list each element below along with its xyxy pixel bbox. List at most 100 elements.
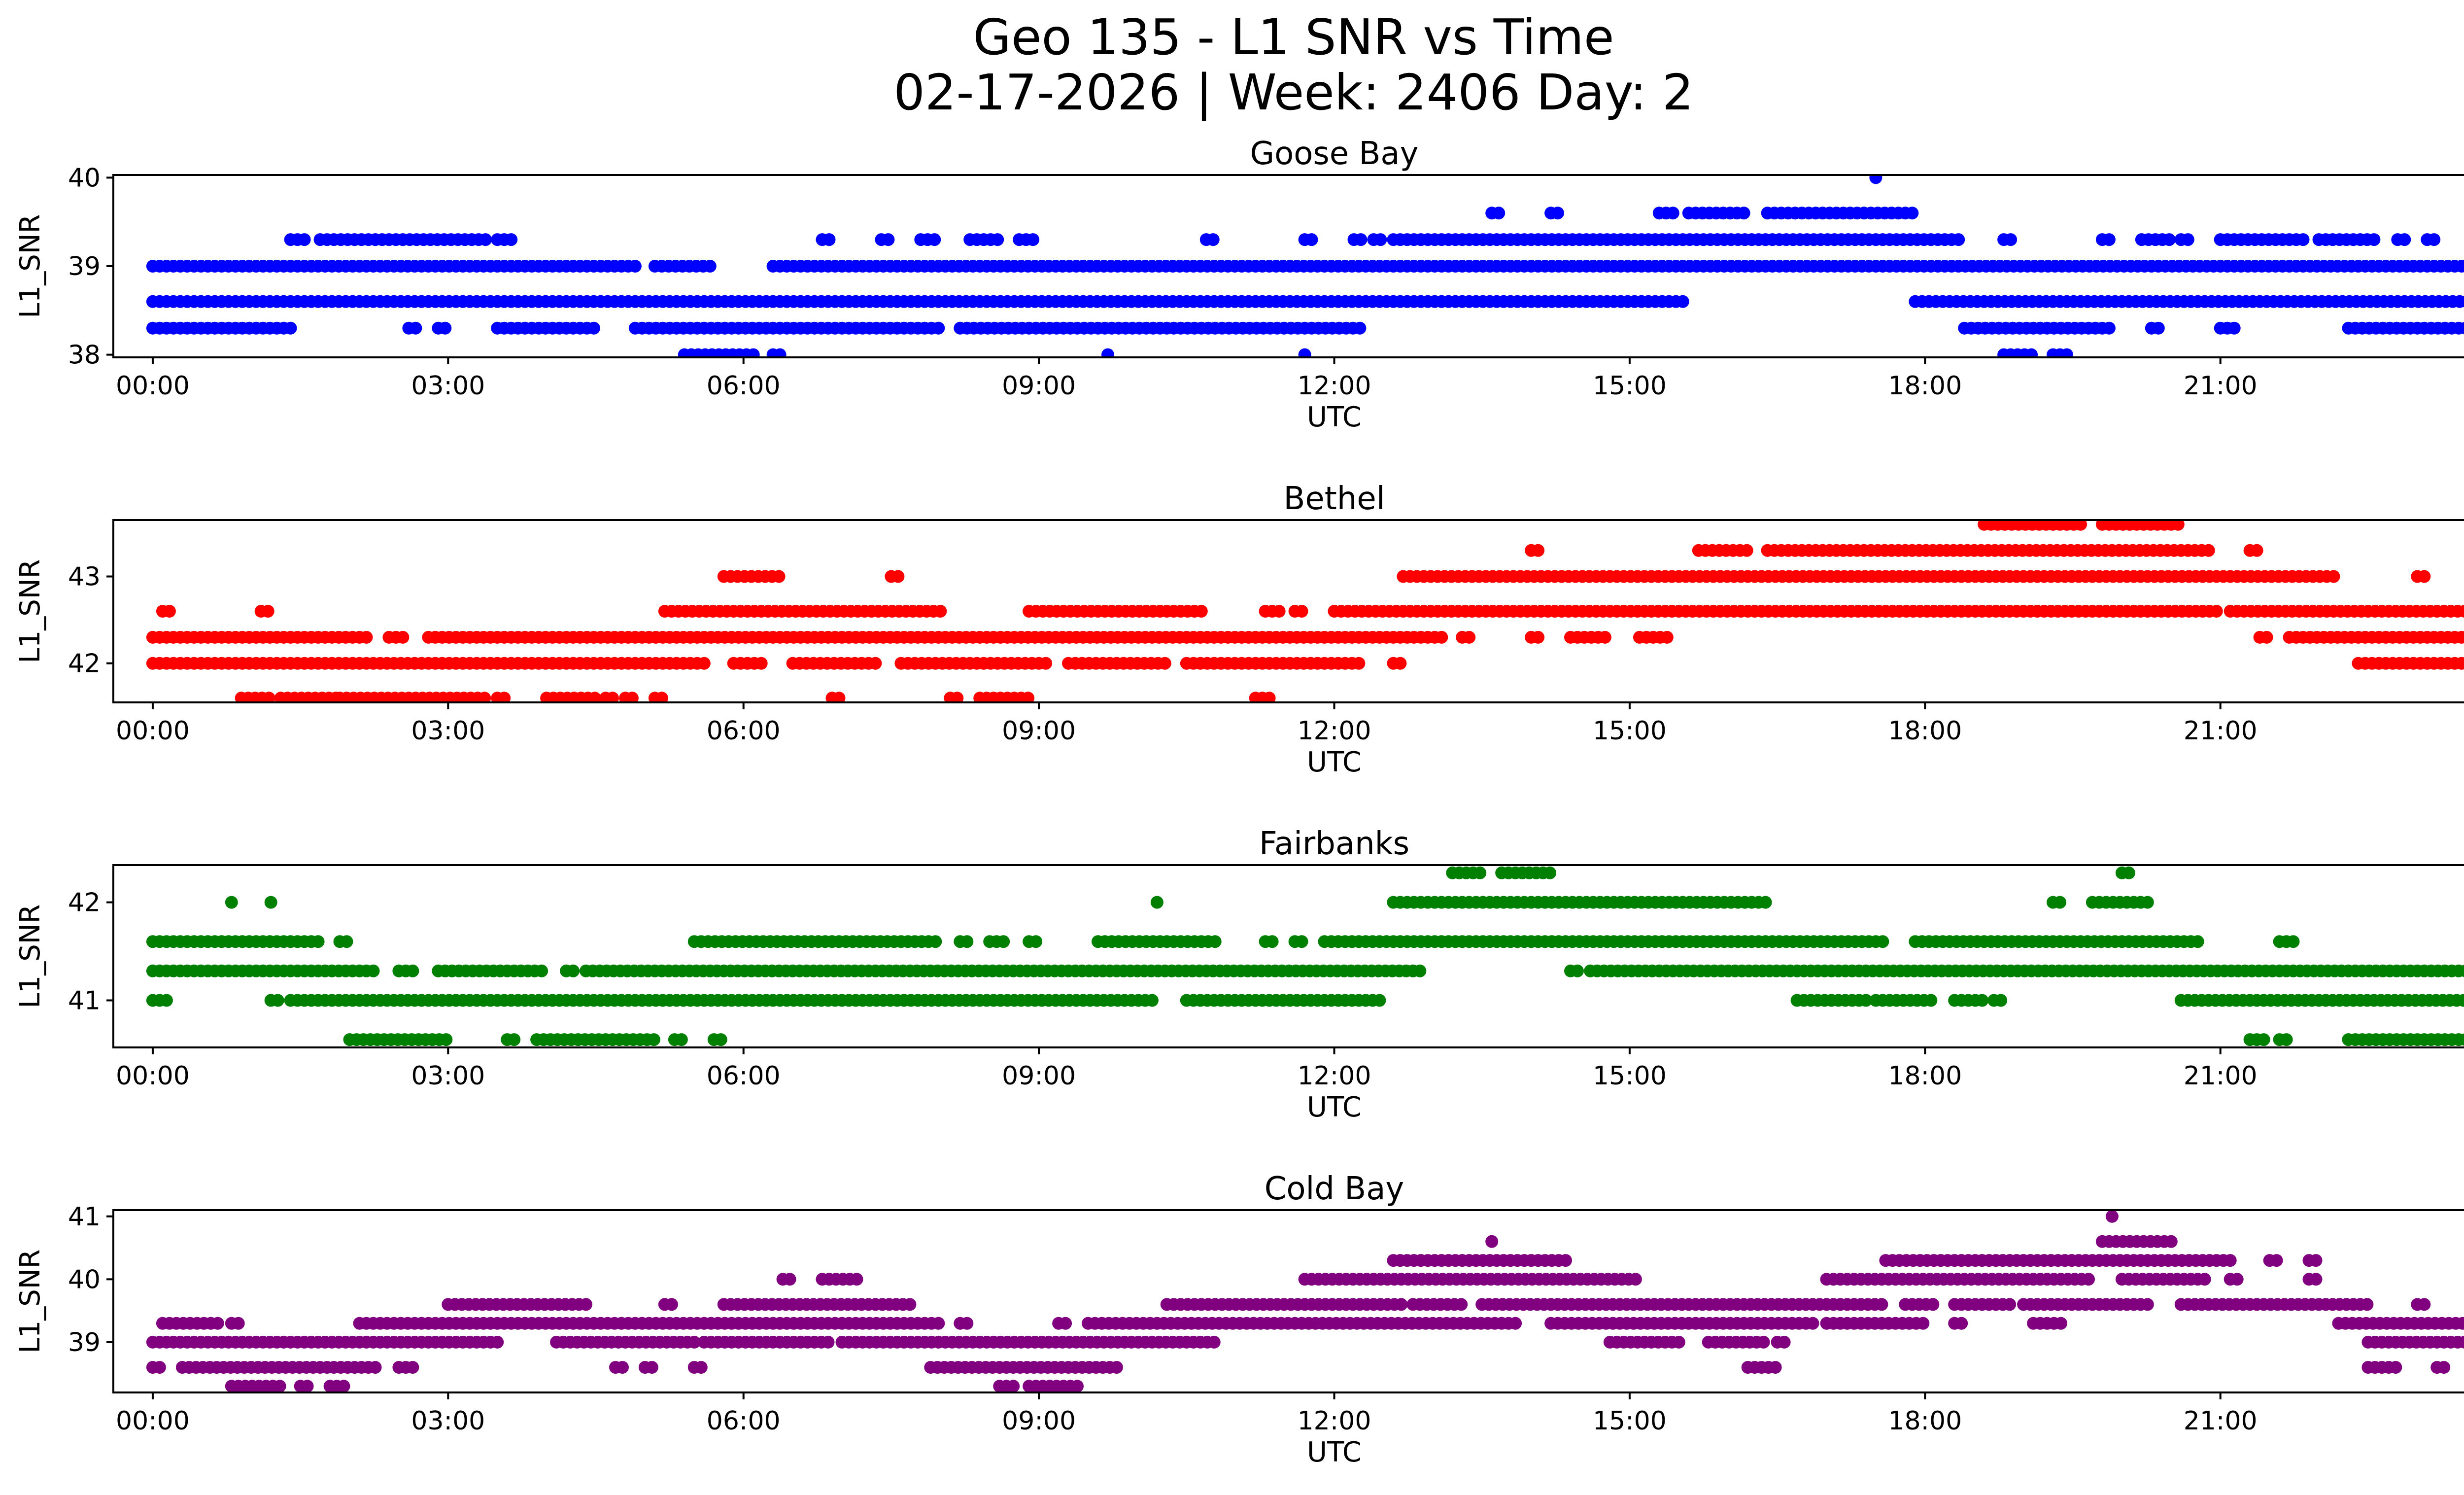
- x-tick-label: 18:00: [1888, 1061, 1962, 1091]
- data-point: [694, 1361, 708, 1374]
- data-point: [311, 935, 325, 948]
- data-point: [1145, 994, 1159, 1007]
- data-point: [2458, 1335, 2464, 1349]
- data-point: [882, 233, 895, 246]
- data-point: [2224, 1254, 2237, 1267]
- subplot-title: Fairbanks: [1259, 826, 1409, 862]
- data-point: [1195, 605, 1208, 618]
- x-tick-label: 21:00: [2184, 716, 2258, 746]
- data-point: [821, 1335, 835, 1349]
- x-tick-label: 15:00: [1593, 716, 1667, 746]
- data-point: [869, 657, 882, 670]
- data-point: [2257, 1033, 2270, 1046]
- y-tick-label: 40: [68, 163, 101, 193]
- data-point: [2053, 896, 2066, 909]
- subplot-title: Cold Bay: [1265, 1171, 1404, 1207]
- x-axis-label: UTC: [1307, 401, 1362, 433]
- data-point: [1413, 964, 1427, 977]
- data-point: [1598, 630, 1611, 644]
- data-point: [1007, 1380, 1020, 1392]
- x-tick-label: 18:00: [1888, 371, 1962, 401]
- data-point: [360, 630, 373, 644]
- data-point: [1952, 233, 1965, 246]
- data-point: [163, 605, 176, 618]
- data-point: [647, 1033, 660, 1046]
- subplot-fairbanks: Fairbanks 00:00 03:00 06:00 09:00 12:00 15:00 1…: [14, 826, 2464, 1123]
- data-point: [1071, 1380, 1084, 1392]
- data-point: [2152, 321, 2165, 335]
- data-point: [2270, 1254, 2283, 1267]
- data-point: [2074, 520, 2087, 531]
- data-point: [2361, 1298, 2374, 1311]
- x-tick-label: 06:00: [707, 716, 781, 746]
- y-axis-label: L1_SNR: [14, 1249, 46, 1353]
- data-point: [1266, 935, 1279, 948]
- data-point: [1769, 1361, 1782, 1374]
- data-point: [772, 570, 786, 583]
- data-point: [2202, 544, 2215, 557]
- data-point: [960, 935, 974, 948]
- subplot-title: Bethel: [1283, 481, 1385, 517]
- data-point: [928, 233, 941, 246]
- y-tick-label: 42: [68, 649, 101, 679]
- data-point: [1509, 1317, 1522, 1330]
- data-point: [508, 1033, 521, 1046]
- data-point: [2389, 1361, 2402, 1374]
- data-point: [2191, 935, 2204, 948]
- data-point: [1455, 1298, 1468, 1311]
- data-point: [2060, 348, 2073, 357]
- data-point: [1666, 207, 1679, 220]
- data-point: [225, 896, 238, 909]
- data-point: [1298, 348, 1311, 357]
- y-axis-label: L1_SNR: [14, 214, 46, 318]
- data-point: [655, 692, 668, 702]
- data-point: [1955, 1317, 1968, 1330]
- x-tick-label: 12:00: [1298, 371, 1371, 401]
- data-point: [1463, 630, 1476, 644]
- data-point: [2462, 659, 2464, 668]
- data-point: [929, 935, 942, 948]
- x-tick-label: 00:00: [116, 716, 190, 746]
- data-point: [1916, 1317, 1930, 1330]
- data-point: [1551, 207, 1564, 220]
- data-point: [832, 692, 846, 702]
- data-point: [773, 348, 787, 357]
- y-tick-label: 43: [68, 562, 101, 592]
- x-tick-label: 03:00: [411, 716, 485, 746]
- data-point: [261, 605, 274, 618]
- data-point: [264, 896, 277, 909]
- data-point: [606, 692, 619, 702]
- data-point: [697, 657, 711, 670]
- data-point: [714, 1033, 727, 1046]
- data-point: [932, 321, 945, 335]
- data-point: [2227, 321, 2241, 335]
- data-point: [1263, 692, 1276, 702]
- data-point: [1660, 630, 1674, 644]
- data-point: [284, 321, 297, 335]
- subplot-cold-bay: Cold Bay 00:00 03:00 06:00 09:00 12:00 15:00 18…: [14, 1171, 2464, 1468]
- data-point: [703, 260, 717, 273]
- data-point: [1208, 935, 1222, 948]
- data-point: [2141, 896, 2154, 909]
- data-point: [1532, 544, 1545, 557]
- data-point: [628, 260, 642, 273]
- subplot-goose-bay: Goose Bay 00:00 03:00 06:00 09:00 12:00 15:00 1…: [14, 136, 2464, 433]
- data-point: [1875, 1298, 1888, 1311]
- data-point: [2003, 1298, 2017, 1311]
- data-point: [2210, 605, 2223, 618]
- data-point: [1059, 1317, 1072, 1330]
- data-point: [1305, 233, 1318, 246]
- data-point: [2102, 233, 2116, 246]
- data-point: [1737, 207, 1750, 220]
- data-point: [396, 630, 410, 644]
- data-point: [1676, 295, 1689, 308]
- data-point: [1206, 233, 1220, 246]
- x-tick-label: 15:00: [1593, 1061, 1667, 1091]
- data-point: [1352, 657, 1366, 670]
- x-tick-label: 12:00: [1298, 1406, 1371, 1436]
- data-point: [262, 692, 275, 702]
- data-point: [587, 321, 600, 335]
- data-point: [2309, 1273, 2323, 1286]
- data-point: [665, 1298, 678, 1311]
